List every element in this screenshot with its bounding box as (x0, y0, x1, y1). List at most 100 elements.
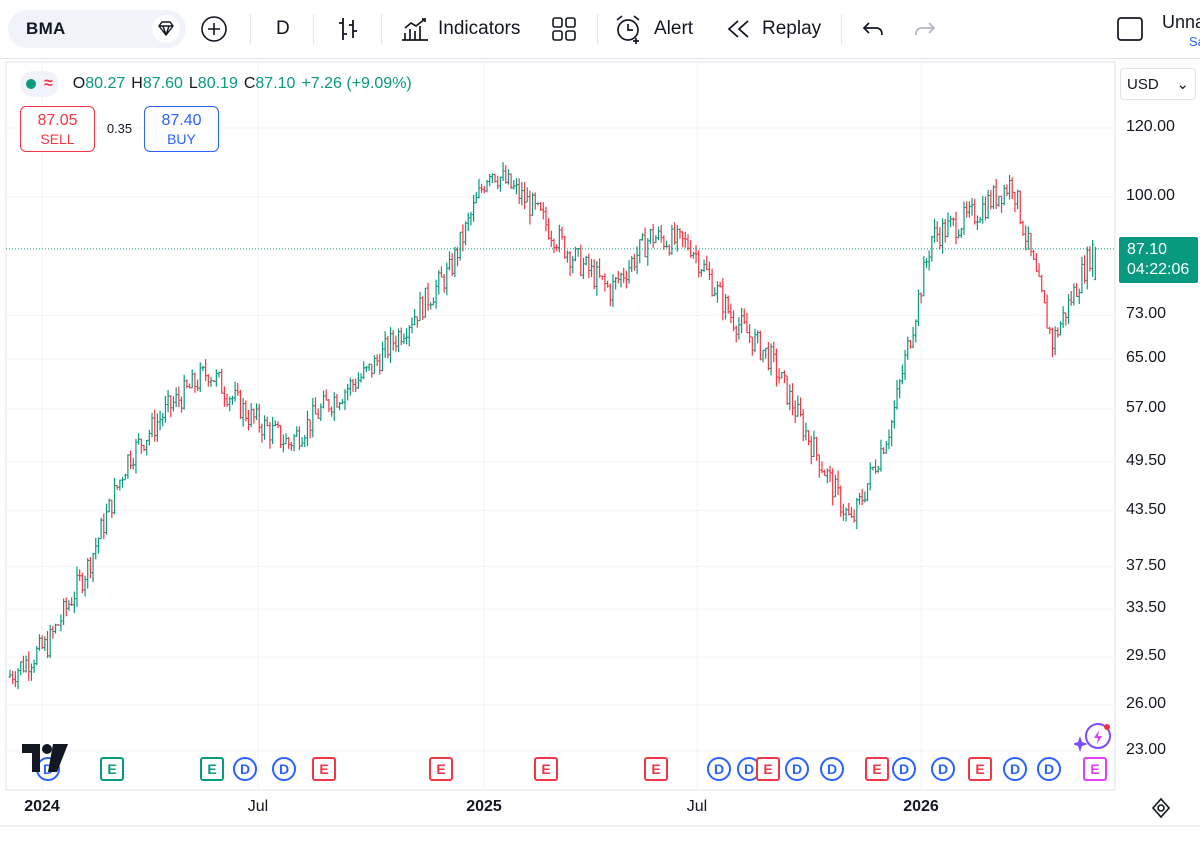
earnings-marker[interactable]: E (100, 757, 124, 781)
dividend-marker[interactable]: D (272, 757, 296, 781)
price-bar (1069, 291, 1073, 306)
price-bar (740, 307, 744, 334)
price-bar (367, 363, 371, 371)
undo-button[interactable] (861, 0, 885, 58)
earnings-marker[interactable]: E (756, 757, 780, 781)
grid-icon (552, 17, 576, 41)
chart-type-button[interactable] (336, 0, 360, 58)
status-indicator[interactable]: ≈ (20, 71, 59, 97)
price-bar (957, 229, 961, 239)
earnings-marker[interactable]: E (865, 757, 889, 781)
price-bar (1064, 312, 1068, 326)
dividend-marker[interactable]: D (820, 757, 844, 781)
price-bar (552, 238, 556, 254)
price-bar (533, 192, 537, 210)
price-bar (413, 309, 417, 326)
price-bar (791, 383, 795, 416)
price-bar (994, 179, 998, 209)
price-bar (691, 251, 695, 259)
price-bar (614, 276, 618, 290)
price-bar (54, 623, 58, 634)
price-bar (308, 419, 312, 439)
price-bar (24, 655, 28, 673)
dividend-marker[interactable]: D (707, 757, 731, 781)
price-bar (1000, 195, 1004, 213)
sparkle-icon[interactable] (1072, 722, 1112, 757)
sell-price: 87.05 (37, 112, 78, 129)
price-bar (279, 425, 283, 448)
redo-button[interactable] (913, 0, 937, 58)
earnings-marker[interactable]: E (312, 757, 336, 781)
dividend-marker[interactable]: D (1037, 757, 1061, 781)
price-bar (209, 376, 213, 387)
dividend-marker[interactable]: D (785, 757, 809, 781)
price-bar (348, 377, 352, 396)
replay-button[interactable]: Replay (726, 0, 821, 58)
price-bar (118, 479, 122, 491)
price-bar (303, 435, 307, 448)
indicators-button[interactable]: Indicators (400, 0, 520, 58)
currency-select[interactable]: USD ⌄ (1120, 68, 1196, 100)
y-tick: 120.00 (1126, 118, 1175, 135)
price-bar (456, 247, 460, 267)
earnings-marker[interactable]: E (534, 757, 558, 781)
price-bar (343, 389, 347, 410)
y-tick: 49.50 (1126, 451, 1167, 469)
price-bar (756, 330, 760, 344)
dividend-marker[interactable]: D (931, 757, 955, 781)
high-key: H (131, 75, 143, 92)
compare-button[interactable] (200, 0, 228, 58)
interval-button[interactable]: D (276, 0, 290, 58)
symbol-search[interactable]: BMA (8, 10, 186, 48)
price-bar (509, 173, 513, 189)
layout-name[interactable]: Unna (1162, 12, 1200, 32)
price-bar (88, 557, 92, 579)
price-bar (461, 224, 465, 252)
price-bar (707, 261, 711, 281)
sell-button[interactable]: 87.05 SELL (20, 106, 95, 152)
price-bar (815, 436, 819, 461)
settings-icon[interactable] (1150, 797, 1172, 824)
price-bar (504, 165, 508, 184)
price-bar (638, 239, 642, 264)
undo-icon (862, 22, 883, 36)
alert-button[interactable]: Alert (614, 0, 693, 58)
price-bar (1048, 326, 1052, 335)
layout-save-status: Sa (1189, 34, 1200, 49)
price-bar (539, 202, 543, 211)
price-bar (399, 327, 403, 346)
price-bar (327, 399, 331, 413)
price-bar (241, 398, 245, 427)
earnings-marker[interactable]: E (968, 757, 992, 781)
price-bar (1040, 274, 1044, 293)
price-bar (163, 396, 167, 423)
earnings-marker[interactable]: E (429, 757, 453, 781)
price-bar (884, 441, 888, 454)
price-bar (354, 378, 358, 392)
price-bar (1093, 246, 1097, 281)
earnings-marker[interactable]: E (200, 757, 224, 781)
diamond-icon[interactable] (152, 15, 180, 43)
ohlc-legend: ≈ O 80.27 H 87.60 L 80.19 C 87.10 +7.26 (+9.… (20, 70, 412, 98)
earnings-marker[interactable]: E (644, 757, 668, 781)
templates-button[interactable] (551, 0, 577, 58)
dividend-marker[interactable]: D (233, 757, 257, 781)
price-bar (145, 439, 149, 456)
price-bar (630, 256, 634, 273)
price-bar (324, 389, 328, 401)
price-bar (675, 224, 679, 252)
earnings-marker[interactable]: E (1083, 757, 1107, 781)
dividend-marker[interactable]: D (892, 757, 916, 781)
price-bar (833, 474, 837, 498)
price-bar (1050, 327, 1054, 358)
price-bar (80, 572, 84, 594)
layout-checkbox[interactable] (1116, 0, 1144, 58)
dividend-marker[interactable]: D (1003, 757, 1027, 781)
price-bar (793, 400, 797, 424)
price-bar (857, 492, 861, 505)
price-bar (56, 624, 60, 626)
y-tick: 37.50 (1126, 556, 1167, 574)
buy-button[interactable]: 87.40 BUY (144, 106, 219, 152)
price-bar (8, 669, 12, 678)
